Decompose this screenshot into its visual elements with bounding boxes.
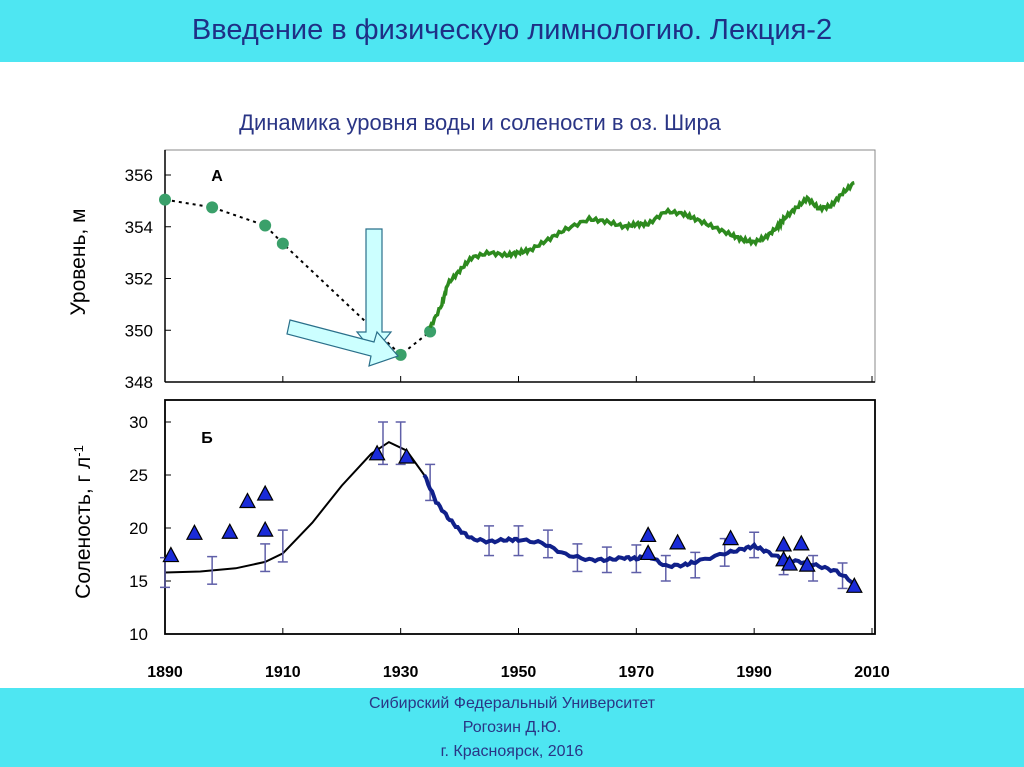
panel-b-xtick-label: 1890 <box>147 664 183 681</box>
panel-a-point <box>159 193 171 206</box>
panel-b-frame <box>164 399 876 635</box>
panel-a-point <box>276 237 289 250</box>
panel-a-point <box>424 325 437 338</box>
panel-a-ylabel: Уровень, м <box>67 209 90 316</box>
panel-a-point <box>394 348 407 361</box>
footer-banner <box>0 688 1024 767</box>
panel-b-xtick-label: 1970 <box>619 664 655 681</box>
panel-a-label: А <box>211 168 223 185</box>
panel-b-ytick-label: 25 <box>129 466 148 485</box>
panel-b-ytick-label: 30 <box>129 413 148 432</box>
panel-b-triangle-point <box>368 444 386 461</box>
panel-a-ytick-label: 356 <box>125 166 153 185</box>
panel-b-triangle-point <box>162 546 180 563</box>
down-arrow-icon <box>355 228 393 354</box>
panel-b-triangle-point <box>669 533 687 550</box>
footer-author: Рогозин Д.Ю. <box>462 719 562 736</box>
chart-subtitle: Динамика уровня воды и солености в оз. Ш… <box>239 110 721 135</box>
panel-b-triangle-point <box>185 524 203 540</box>
panel-b-xtick-label: 2010 <box>854 664 890 681</box>
title-banner <box>0 0 1024 62</box>
panel-b-triangle-point <box>798 555 816 572</box>
panel-b-triangle-point <box>639 544 657 561</box>
diagonal-arrow-icon <box>286 319 400 367</box>
panel-a-ytick-label: 354 <box>125 218 153 237</box>
panel-b-ytick-label: 10 <box>129 625 148 644</box>
panel-a-level-line <box>428 181 855 329</box>
panel-a-point <box>259 219 272 232</box>
panel-b-triangle-point <box>845 577 863 593</box>
panel-a-point <box>206 201 219 214</box>
panel-b-triangle-point <box>238 492 256 509</box>
panel-b-model-line <box>164 440 426 574</box>
panel-b-triangle-point <box>722 529 740 546</box>
slide-title: Введение в физическую лимнологию. Лекция… <box>191 14 833 46</box>
panel-b-triangle-point <box>781 554 799 571</box>
panel-b-triangle-point <box>221 522 239 539</box>
panel-b-xtick-label: 1990 <box>736 664 772 681</box>
panel-a-ytick-label: 350 <box>125 321 153 340</box>
panel-b-xtick-label: 1910 <box>265 664 301 681</box>
panel-b-triangle-point <box>792 534 810 551</box>
panel-b-salinity-line <box>422 473 855 586</box>
panel-b-xtick-label: 1950 <box>501 664 537 681</box>
panel-a-ytick-label: 352 <box>125 270 153 289</box>
panel-b-triangle-point <box>775 535 793 552</box>
panel-b-triangle-point <box>639 526 657 543</box>
panel-b-ytick-label: 15 <box>129 572 148 591</box>
panel-b-ylabel: Соленость, г л-1 <box>71 445 96 599</box>
panel-b-triangle-point <box>256 484 274 501</box>
panel-b-xtick-label: 1930 <box>383 664 419 681</box>
panel-b-triangle-point <box>398 447 416 464</box>
panel-a-ytick-label: 348 <box>125 373 153 392</box>
panel-a-frame <box>164 149 876 383</box>
panel-b-ytick-label: 20 <box>129 519 148 538</box>
footer-place-year: г. Красноярск, 2016 <box>440 743 584 760</box>
footer-university: Сибирский Федеральный Университет <box>368 695 656 712</box>
panel-b-label: Б <box>201 430 213 447</box>
panel-b-triangle-point <box>256 520 274 537</box>
